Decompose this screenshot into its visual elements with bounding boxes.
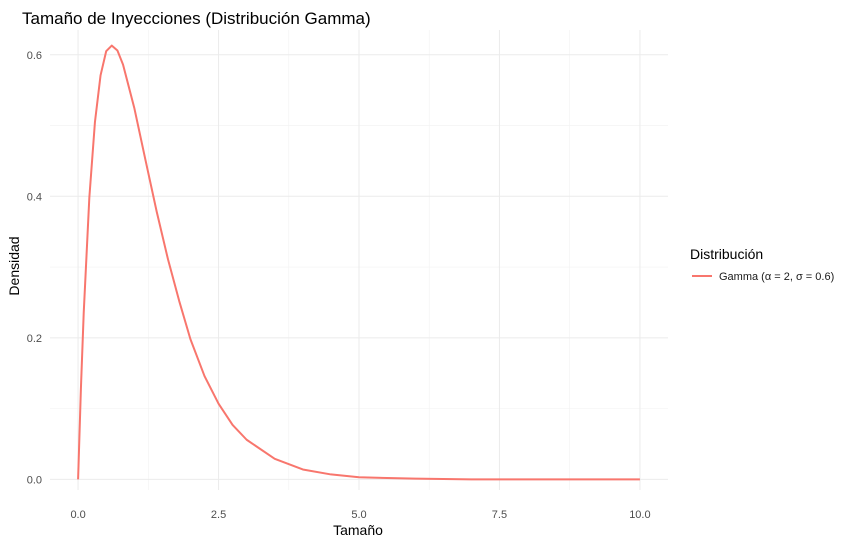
x-tick-label: 2.5 bbox=[211, 509, 226, 521]
chart-title: Tamaño de Inyecciones (Distribución Gamm… bbox=[22, 9, 371, 28]
x-tick-label: 5.0 bbox=[351, 509, 366, 521]
x-tick-label: 7.5 bbox=[492, 509, 507, 521]
x-tick-label: 0.0 bbox=[70, 509, 85, 521]
y-tick-label: 0.4 bbox=[27, 191, 42, 203]
y-axis-ticks: 0.0 0.2 0.4 0.6 bbox=[27, 50, 42, 487]
y-tick-label: 0.6 bbox=[27, 50, 42, 62]
grid-lines bbox=[50, 30, 668, 490]
legend-label-gamma: Gamma (α = 2, σ = 0.6) bbox=[719, 271, 834, 283]
legend: Distribución Gamma (α = 2, σ = 0.6) bbox=[690, 246, 834, 283]
series-line-gamma bbox=[77, 44, 640, 481]
y-tick-label: 0.2 bbox=[27, 333, 42, 345]
x-axis-title: Tamaño bbox=[333, 522, 383, 538]
y-tick-label: 0.0 bbox=[27, 474, 42, 486]
y-axis-title: Densidad bbox=[6, 236, 22, 295]
series-layer bbox=[77, 44, 640, 481]
x-tick-label: 10.0 bbox=[629, 509, 650, 521]
x-axis-ticks: 0.0 2.5 5.0 7.5 10.0 bbox=[70, 509, 650, 521]
legend-title: Distribución bbox=[690, 246, 763, 262]
